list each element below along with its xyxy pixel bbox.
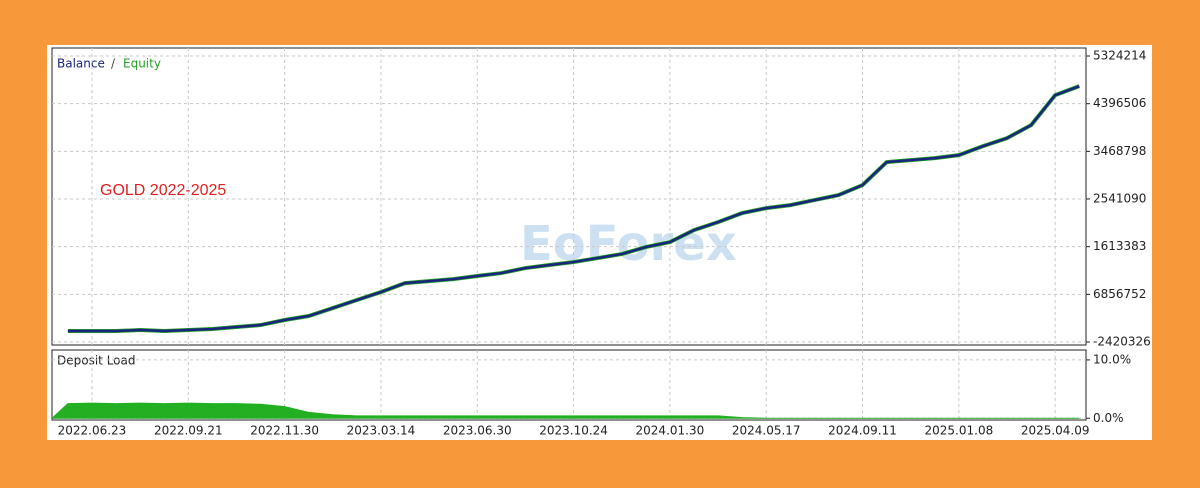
y-tick-label: -2420326 xyxy=(1093,335,1151,349)
x-tick-label: 2023.03.14 xyxy=(347,424,416,438)
panel xyxy=(47,45,1152,440)
x-tick-label: 2023.10.24 xyxy=(539,424,608,438)
x-tick-label: 2022.06.23 xyxy=(58,424,127,438)
legend-separator: / xyxy=(111,57,116,71)
legend-equity: Equity xyxy=(123,57,161,71)
deposit-load-area xyxy=(50,402,1080,419)
x-tick-label: 2023.06.30 xyxy=(443,424,512,438)
y-tick-label: 1613383 xyxy=(1093,239,1146,253)
y-tick-label: 3468798 xyxy=(1093,144,1146,158)
y-tick-label: 4396506 xyxy=(1093,96,1146,110)
load-frame xyxy=(51,349,1087,421)
legend-balance: Balance xyxy=(57,57,105,71)
x-tick-label: 2022.11.30 xyxy=(250,424,319,438)
y-tick-label: 10.0% xyxy=(1093,352,1131,366)
annotation: GOLD 2022-2025 xyxy=(100,182,226,199)
x-tick-label: 2025.01.08 xyxy=(925,424,994,438)
x-tick-label: 2025.04.09 xyxy=(1021,424,1090,438)
main-frame xyxy=(51,47,1087,346)
y-tick-label: 0.0% xyxy=(1093,411,1124,425)
load-title: Deposit Load xyxy=(57,354,135,368)
x-tick-label: 2024.09.11 xyxy=(828,424,897,438)
y-tick-label: 2541090 xyxy=(1093,192,1146,206)
y-tick-label: 5324214 xyxy=(1093,49,1146,63)
line-balance xyxy=(67,85,1080,333)
x-tick-label: 2024.05.17 xyxy=(732,424,801,438)
y-tick-label: 6856752 xyxy=(1093,287,1146,301)
x-tick-label: 2024.01.30 xyxy=(636,424,705,438)
x-tick-label: 2022.09.21 xyxy=(154,424,223,438)
